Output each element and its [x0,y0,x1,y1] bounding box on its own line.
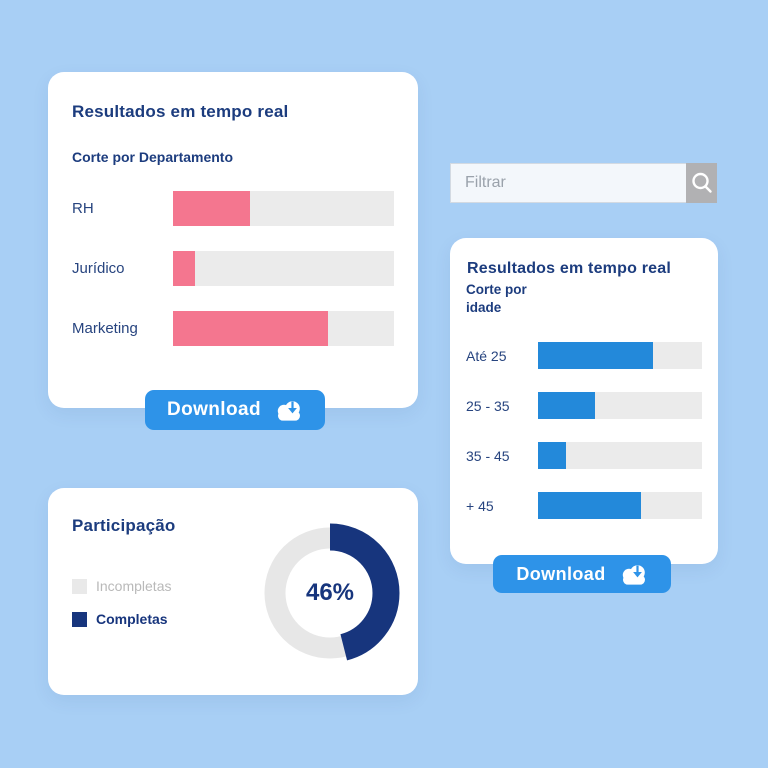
bar-track [173,311,394,346]
bar-label: 35 - 45 [466,447,510,464]
bar-track [173,191,394,226]
legend-item-completas: Completas [72,611,394,627]
bar-label: + 45 [466,497,494,514]
participation-donut-chart: 46% [258,521,402,665]
bar-row-rh: RH [72,191,394,226]
legend-item-incompletas: Incompletas [72,578,394,594]
bar-track [173,251,394,286]
download-button-department[interactable]: Download [145,390,325,430]
card-title: Resultados em tempo real [72,102,289,121]
bar-fill [538,342,653,370]
cloud-download-icon [622,565,645,585]
age-bar-chart: Até 25 25 - 35 35 - 45 + 45 [466,342,702,520]
legend-label: Completas [96,611,168,627]
card-subtitle-line1: Corte por [466,282,527,297]
donut-percent-label: 46% [305,579,355,606]
filter-input[interactable] [450,163,686,203]
card-title: Resultados em tempo real [467,260,671,277]
card-participation: Participação Incompletas Completas 46% [48,488,418,695]
card-title: Participação [72,516,176,535]
card-age-results: Resultados em tempo real Corte por idade… [450,238,718,564]
bar-row-45-plus: + 45 [466,492,702,520]
card-subtitle-line2: idade [466,300,502,316]
bar-fill [173,191,251,226]
bar-row-marketing: Marketing [72,311,394,346]
card-department-results: Resultados em tempo real Corte por Depar… [48,72,418,408]
legend-swatch-incompletas [72,578,87,594]
bar-row-ate-25: Até 25 [466,342,702,370]
bar-label: 25 - 35 [466,397,510,414]
search-icon [691,172,712,193]
download-button-label: Download [167,399,261,420]
bar-fill [173,251,196,286]
legend-swatch-completas [72,611,87,627]
download-button-age[interactable]: Download [493,555,671,593]
bar-track [538,342,702,370]
bar-fill [538,392,596,420]
download-button-label: Download [516,563,606,584]
bar-label: Marketing [72,320,138,337]
bar-row-35-45: 35 - 45 [466,442,702,470]
card-subtitle: Corte por idade [466,281,702,317]
department-bar-chart: RH Jurídico Marketing [72,191,394,346]
bar-label: Até 25 [466,347,507,364]
bar-label: Jurídico [72,260,125,277]
filter-search-bar [450,163,717,203]
bar-track [538,442,702,470]
legend-label: Incompletas [96,578,172,594]
bar-row-25-35: 25 - 35 [466,392,702,420]
donut-legend: Incompletas Completas [72,578,394,627]
bar-track [538,492,702,520]
cloud-download-icon [277,401,300,421]
bar-track [538,392,702,420]
bar-fill [538,442,566,470]
bar-fill [173,311,328,346]
bar-fill [538,492,642,520]
bar-row-juridico: Jurídico [72,251,394,286]
bar-label: RH [72,200,94,217]
search-button[interactable] [686,163,717,203]
card-subtitle: Corte por Departamento [72,149,234,165]
